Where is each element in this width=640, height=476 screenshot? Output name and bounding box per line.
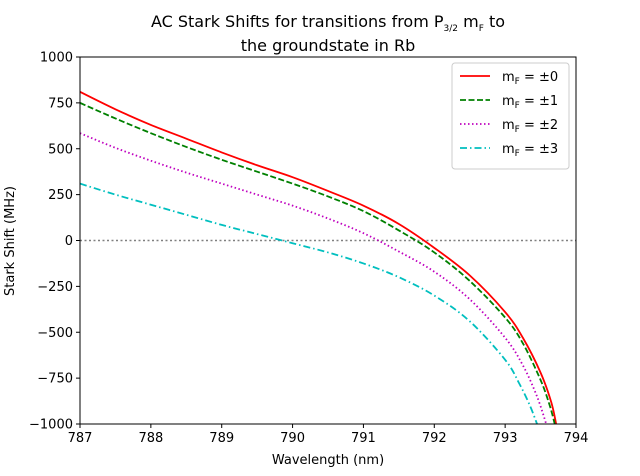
x-tick-label: 794 (564, 431, 589, 446)
x-tick-label: 790 (280, 431, 305, 446)
x-axis-ticks: 787 788 789 790 791 792 793 794 (68, 424, 589, 446)
plot-area: 787 788 789 790 791 792 793 794 −1000 −750 −500 −2… (29, 51, 588, 447)
x-tick-label: 789 (209, 431, 234, 446)
x-tick-label: 787 (68, 431, 93, 446)
y-tick-label: 0 (65, 234, 73, 249)
legend-label-1: mF = ±1 (502, 94, 558, 111)
x-tick-label: 788 (138, 431, 163, 446)
y-tick-label: −1000 (29, 418, 73, 433)
chart-title-line2: the groundstate in Rb (241, 36, 416, 55)
series-line-2 (80, 132, 548, 424)
legend-label-2: mF = ±2 (502, 118, 558, 135)
chart-title-line1: AC Stark Shifts for transitions from P3/… (151, 12, 505, 34)
series-lines (80, 91, 558, 424)
x-axis-label: Wavelength (nm) (272, 453, 384, 468)
y-tick-label: −250 (37, 280, 73, 295)
y-axis-ticks: −1000 −750 −500 −250 0 250 500 750 1000 (29, 51, 80, 433)
y-tick-label: −500 (37, 326, 73, 341)
y-tick-label: 750 (48, 96, 73, 111)
x-tick-label: 793 (493, 431, 518, 446)
y-tick-label: 500 (48, 142, 73, 157)
legend-label-0: mF = ±0 (502, 70, 558, 87)
x-tick-label: 792 (422, 431, 447, 446)
y-tick-label: 250 (48, 188, 73, 203)
series-line-3 (80, 182, 538, 424)
legend: mF = ±0 mF = ±1 mF = ±2 mF = ±3 (451, 62, 570, 170)
legend-box (451, 62, 570, 170)
y-tick-label: 1000 (40, 51, 73, 66)
y-tick-label: −750 (37, 372, 73, 387)
x-tick-label: 791 (351, 431, 376, 446)
legend-label-3: mF = ±3 (502, 142, 558, 159)
series-line-1 (80, 102, 556, 424)
series-line-0 (80, 91, 558, 424)
y-axis-label: Stark Shift (MHz) (3, 186, 18, 296)
